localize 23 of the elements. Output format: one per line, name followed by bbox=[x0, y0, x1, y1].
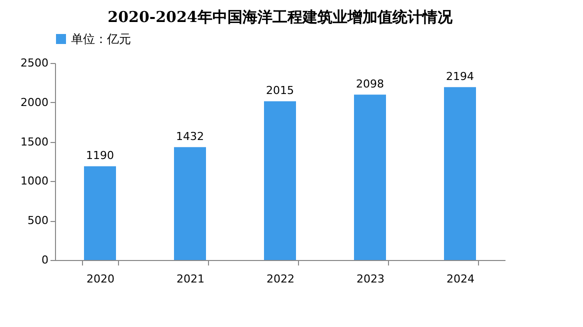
y-tick-label: 2000 bbox=[20, 96, 48, 109]
y-tick-label: 2500 bbox=[20, 56, 48, 70]
bar bbox=[264, 101, 296, 260]
data-label: 2015 bbox=[266, 84, 294, 98]
bar bbox=[444, 87, 476, 260]
data-label: 2194 bbox=[446, 70, 474, 84]
data-label: 1432 bbox=[176, 130, 204, 144]
bar bbox=[174, 147, 206, 260]
x-tick-label: 2024 bbox=[446, 272, 474, 286]
x-tick-label: 2021 bbox=[176, 272, 204, 286]
y-tick-label: 0 bbox=[42, 254, 48, 266]
x-tick-label: 2022 bbox=[266, 272, 294, 286]
data-label: 2098 bbox=[356, 78, 384, 91]
legend-label: 单位：亿元 bbox=[71, 32, 131, 46]
y-tick-label: 500 bbox=[28, 214, 48, 228]
bar bbox=[354, 94, 386, 260]
x-tick-label: 2020 bbox=[86, 272, 114, 286]
y-tick-label: 1500 bbox=[20, 135, 48, 148]
chart-title: 2020-2024年中国海洋工程建筑业增加值统计情况 bbox=[108, 8, 454, 26]
y-tick-label: 1000 bbox=[20, 174, 48, 188]
bar bbox=[84, 166, 116, 260]
data-label: 1190 bbox=[86, 149, 114, 162]
x-tick-label: 2023 bbox=[356, 272, 384, 286]
